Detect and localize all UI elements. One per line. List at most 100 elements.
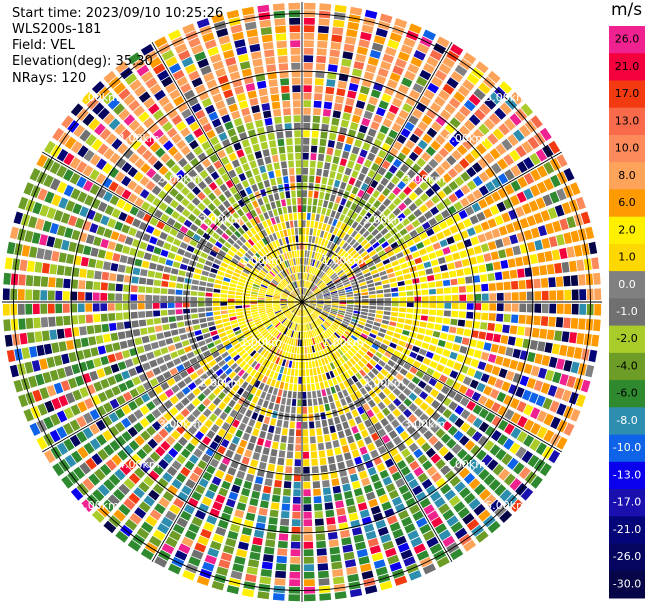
velocity-cell (254, 445, 263, 454)
range-ring-label: 4.00km (118, 132, 160, 145)
velocity-cell (192, 387, 201, 397)
range-ring-label: 2.00km (363, 377, 405, 390)
velocity-cell (303, 309, 305, 316)
velocity-cell (241, 6, 255, 16)
velocity-cell (432, 371, 442, 380)
velocity-cell (225, 179, 234, 189)
velocity-cell (331, 478, 340, 487)
velocity-cell (280, 305, 288, 308)
velocity-cell (291, 534, 301, 542)
velocity-cell (96, 368, 106, 379)
velocity-cell (79, 268, 87, 278)
velocity-cell (397, 317, 405, 323)
velocity-cell (543, 413, 554, 426)
velocity-cell (277, 48, 288, 56)
velocity-cell (389, 521, 401, 532)
velocity-cell (260, 315, 268, 320)
velocity-cell (384, 46, 397, 57)
velocity-cell (202, 398, 211, 407)
velocity-cell (69, 172, 81, 185)
velocity-cell (146, 278, 154, 286)
velocity-cell (472, 275, 481, 283)
velocity-cell (94, 324, 102, 334)
velocity-cell (402, 175, 411, 185)
velocity-cell (263, 384, 270, 392)
velocity-cell (336, 88, 346, 97)
velocity-cell (516, 401, 527, 413)
velocity-cell (109, 440, 121, 452)
velocity-cell (327, 269, 333, 276)
velocity-cell (419, 204, 429, 213)
velocity-cell (393, 398, 402, 407)
velocity-cell (140, 548, 154, 561)
velocity-cell (495, 238, 504, 249)
velocity-cell (397, 382, 406, 392)
velocity-cell (243, 114, 253, 124)
velocity-cell (105, 343, 114, 353)
colorbar-swatch (609, 107, 645, 136)
velocity-cell (346, 297, 354, 300)
velocity-cell (436, 392, 446, 402)
velocity-cell (373, 82, 384, 92)
velocity-cell (296, 273, 299, 280)
velocity-cell (85, 280, 93, 290)
velocity-cell (221, 363, 230, 372)
velocity-cell (385, 441, 395, 451)
velocity-cell (363, 110, 373, 120)
velocity-cell (289, 32, 301, 40)
velocity-cell (321, 389, 327, 397)
velocity-cell (454, 527, 468, 540)
velocity-cell (56, 225, 67, 237)
velocity-cell (297, 339, 300, 347)
velocity-cell (476, 340, 485, 350)
velocity-cell (205, 241, 214, 249)
velocity-cell (230, 24, 243, 34)
velocity-cell (382, 258, 391, 265)
velocity-cell (260, 284, 268, 289)
velocity-cell (410, 56, 423, 68)
velocity-cell (254, 476, 264, 485)
velocity-cell (332, 576, 345, 585)
velocity-cell (291, 70, 301, 78)
velocity-cell (302, 227, 306, 235)
velocity-cell (239, 439, 248, 448)
velocity-cell (319, 315, 326, 321)
velocity-cell (161, 280, 169, 287)
velocity-cell (422, 63, 435, 74)
velocity-cell (503, 314, 511, 323)
velocity-cell (178, 50, 191, 61)
velocity-cell (428, 252, 437, 260)
velocity-cell (145, 515, 158, 527)
velocity-cell (330, 325, 337, 332)
velocity-cell (319, 214, 325, 223)
velocity-cell (453, 462, 465, 474)
velocity-cell (297, 309, 300, 316)
velocity-cell (114, 243, 124, 253)
velocity-cell (284, 310, 291, 316)
velocity-cell (475, 530, 489, 543)
velocity-cell (168, 563, 182, 575)
velocity-cell (70, 487, 84, 501)
velocity-cell (274, 578, 286, 586)
velocity-cell (389, 32, 402, 43)
velocity-cell (483, 118, 496, 131)
velocity-cell (404, 436, 414, 447)
velocity-cell (478, 331, 487, 340)
velocity-cell (52, 463, 65, 477)
velocity-cell (405, 313, 413, 319)
velocity-cell (295, 160, 302, 168)
velocity-cell (99, 128, 112, 141)
velocity-cell (458, 286, 466, 293)
velocity-cell (316, 367, 321, 375)
velocity-cell (270, 217, 276, 225)
velocity-cell (325, 86, 335, 95)
velocity-cell (322, 396, 329, 404)
velocity-cell (466, 303, 474, 310)
velocity-cell (421, 254, 430, 262)
velocity-cell (373, 512, 384, 522)
velocity-cell (292, 315, 296, 322)
velocity-cell (369, 347, 377, 354)
velocity-cell (163, 331, 172, 338)
velocity-cell (487, 70, 501, 84)
velocity-cell (308, 296, 316, 300)
